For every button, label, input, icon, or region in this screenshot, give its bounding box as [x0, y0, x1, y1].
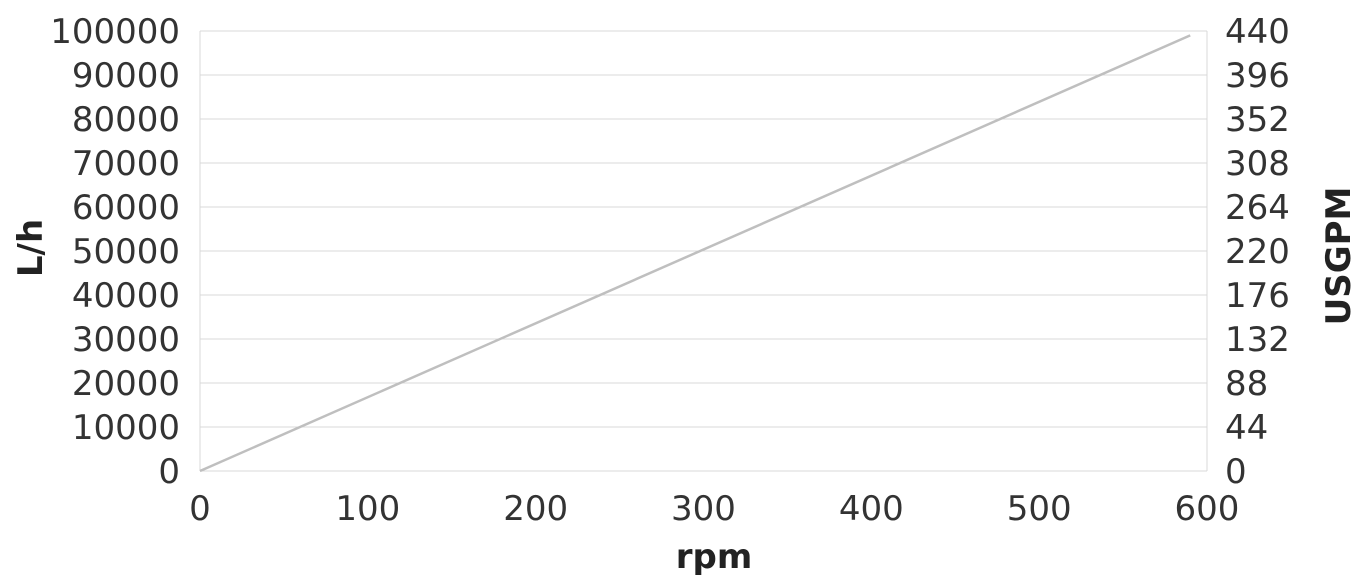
x-tick-label: 600: [1175, 489, 1240, 529]
y-right-tick-label: 264: [1225, 188, 1290, 228]
y-left-tick-label: 30000: [72, 320, 180, 360]
y-left-tick-label: 70000: [72, 144, 180, 184]
y-right-tick-label: 44: [1225, 408, 1268, 448]
x-tick-label: 300: [671, 489, 736, 529]
y-left-tick-label: 100000: [50, 12, 180, 52]
y-left-tick-label: 60000: [72, 188, 180, 228]
y-right-tick-label: 132: [1225, 320, 1290, 360]
axes-layer: [199, 31, 1208, 472]
x-axis-title: rpm: [676, 537, 753, 576]
y-right-tick-label: 88: [1225, 364, 1268, 404]
y-right-tick-label: 396: [1225, 56, 1290, 96]
series-layer: [199, 34, 1191, 473]
x-tick-label: 500: [1007, 489, 1072, 529]
y-left-tick-label: 10000: [72, 408, 180, 448]
y-left-tick-label: 40000: [72, 276, 180, 316]
x-tick-label: 400: [839, 489, 904, 529]
x-tick-label: 100: [335, 489, 400, 529]
y-right-tick-label: 440: [1225, 12, 1290, 52]
y-left-tick-label: 20000: [72, 364, 180, 404]
y-right-tick-label: 0: [1225, 452, 1247, 492]
ticks-layer: 0100002000030000400005000060000700008000…: [50, 12, 1290, 529]
y-axis-right-title: USGPM: [1319, 187, 1359, 326]
grid-layer: [200, 30, 1207, 472]
y-right-tick-label: 176: [1225, 276, 1290, 316]
y-right-tick-label: 308: [1225, 144, 1290, 184]
y-right-tick-label: 220: [1225, 232, 1290, 272]
y-left-tick-label: 90000: [72, 56, 180, 96]
y-left-tick-label: 50000: [72, 232, 180, 272]
y-left-tick-label: 0: [158, 452, 180, 492]
y-right-tick-label: 352: [1225, 100, 1290, 140]
y-axis-left-title: L/h: [11, 219, 51, 277]
series-line: [199, 34, 1191, 473]
x-tick-label: 200: [503, 489, 568, 529]
y-left-tick-label: 80000: [72, 100, 180, 140]
x-tick-label: 0: [189, 489, 211, 529]
